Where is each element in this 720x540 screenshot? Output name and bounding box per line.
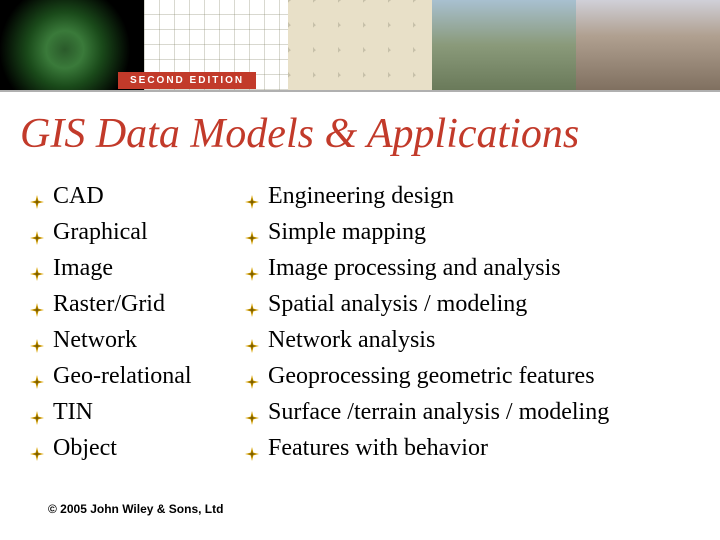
list-item: Network analysis (245, 322, 700, 358)
model-label: Graphical (53, 219, 148, 246)
diamond-bullet-icon (245, 261, 259, 275)
model-label: Geo-relational (53, 363, 192, 390)
list-item: Object (30, 430, 245, 466)
applications-column: Engineering design Simple mapping Image … (245, 178, 700, 466)
banner-image-city (576, 0, 720, 90)
diamond-bullet-icon (245, 297, 259, 311)
model-label: TIN (53, 399, 93, 426)
list-item: Image processing and analysis (245, 250, 700, 286)
list-item: Image (30, 250, 245, 286)
list-item: Spatial analysis / modeling (245, 286, 700, 322)
application-label: Features with behavior (268, 435, 488, 462)
banner-image-street-map (288, 0, 432, 90)
list-item: Network (30, 322, 245, 358)
diamond-bullet-icon (30, 297, 44, 311)
diamond-bullet-icon (30, 225, 44, 239)
diamond-bullet-icon (30, 369, 44, 383)
header-banner (0, 0, 720, 92)
diamond-bullet-icon (30, 189, 44, 203)
diamond-bullet-icon (30, 405, 44, 419)
model-label: Object (53, 435, 117, 462)
diamond-bullet-icon (245, 405, 259, 419)
application-label: Spatial analysis / modeling (268, 291, 527, 318)
edition-badge: SECOND EDITION (118, 72, 256, 89)
diamond-bullet-icon (30, 261, 44, 275)
application-label: Surface /terrain analysis / modeling (268, 399, 609, 426)
slide-title: GIS Data Models & Applications (0, 92, 720, 178)
model-label: Image (53, 255, 113, 282)
models-column: CAD Graphical Image Raster/Grid Network … (30, 178, 245, 466)
list-item: Features with behavior (245, 430, 700, 466)
diamond-bullet-icon (245, 441, 259, 455)
diamond-bullet-icon (245, 333, 259, 347)
diamond-bullet-icon (30, 441, 44, 455)
list-item: Simple mapping (245, 214, 700, 250)
list-item: Surface /terrain analysis / modeling (245, 394, 700, 430)
diamond-bullet-icon (245, 225, 259, 239)
content-columns: CAD Graphical Image Raster/Grid Network … (0, 178, 720, 466)
list-item: Raster/Grid (30, 286, 245, 322)
copyright-footer: © 2005 John Wiley & Sons, Ltd (48, 502, 223, 516)
list-item: CAD (30, 178, 245, 214)
model-label: Network (53, 327, 137, 354)
list-item: Geoprocessing geometric features (245, 358, 700, 394)
model-label: Raster/Grid (53, 291, 165, 318)
application-label: Geoprocessing geometric features (268, 363, 595, 390)
banner-image-satellite (432, 0, 576, 90)
application-label: Image processing and analysis (268, 255, 561, 282)
list-item: TIN (30, 394, 245, 430)
application-label: Engineering design (268, 183, 454, 210)
diamond-bullet-icon (30, 333, 44, 347)
list-item: Geo-relational (30, 358, 245, 394)
application-label: Network analysis (268, 327, 435, 354)
list-item: Graphical (30, 214, 245, 250)
diamond-bullet-icon (245, 189, 259, 203)
application-label: Simple mapping (268, 219, 426, 246)
list-item: Engineering design (245, 178, 700, 214)
diamond-bullet-icon (245, 369, 259, 383)
model-label: CAD (53, 183, 104, 210)
